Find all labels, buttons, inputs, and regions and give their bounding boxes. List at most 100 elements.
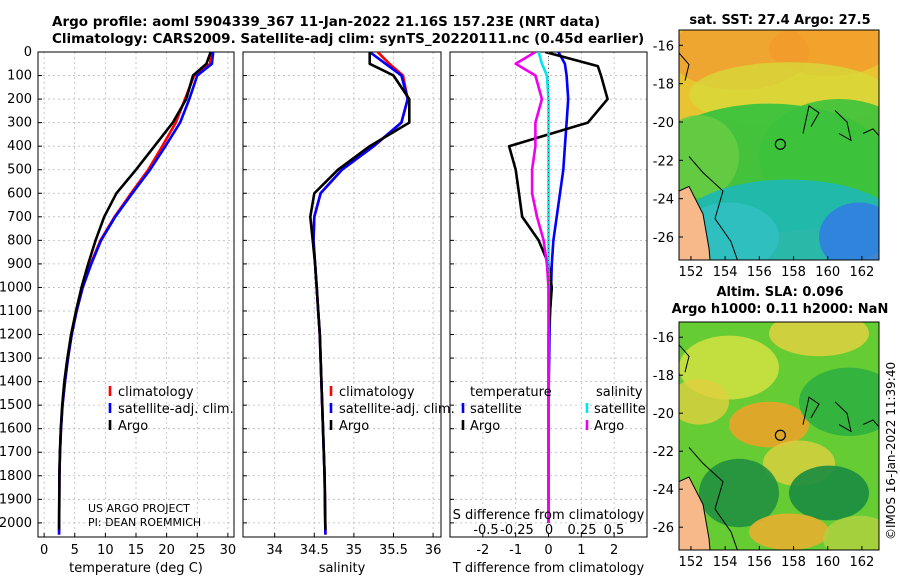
x-tick-label: 34: [266, 543, 283, 558]
series-line-argo: [308, 52, 411, 530]
map-frame: [678, 321, 880, 551]
x-tick-label: -2: [476, 543, 489, 558]
y-tick-label: 1500: [0, 398, 32, 413]
legend-title-temperature: temperature: [470, 385, 552, 400]
map-x-tick-label: 158: [781, 265, 806, 280]
sst-map-panel: 152 154 156 158 160 162 -16 -18 -20 -22 -24 -26: [653, 29, 880, 280]
credit-pi: PI: DEAN ROEMMICH: [88, 516, 201, 529]
profile-location-marker: [774, 429, 786, 441]
legend-label: climatology: [118, 385, 194, 400]
map-field-patch: [823, 515, 879, 550]
top-tick-label: 0: [545, 523, 553, 538]
temperature-profile-panel: 0 5 10 15 20 25 30 temperature (deg C) 0 100 200 30…: [0, 45, 236, 576]
legend-label: satellite-adj. clim.: [339, 402, 455, 417]
x-tick-label: 0: [40, 543, 48, 558]
reef-contour: [688, 447, 738, 550]
y-tick-label: 2000: [0, 516, 32, 531]
axes-frame: [242, 51, 442, 538]
salinity-profile-panel: 34 34.5 35 35.5 36 salinity climatology satelli…: [242, 51, 455, 576]
legend-label: satellite: [594, 402, 646, 417]
map-field-patch: [749, 513, 829, 550]
reef-contour: [862, 128, 879, 137]
map-x-tick-label: 162: [849, 265, 874, 280]
credit-project: US ARGO PROJECT: [88, 502, 190, 515]
x-axis-label: T difference from climatology: [452, 561, 645, 576]
map-x-tick-label: 154: [713, 555, 738, 570]
map-x-tick-label: 160: [815, 555, 840, 570]
legend-label: satellite-adj. clim.: [118, 402, 234, 417]
map-y-tick-label: -26: [653, 521, 674, 536]
map-field: [679, 322, 879, 550]
x-tick-label: 35.5: [379, 543, 408, 558]
reef-contour: [688, 156, 738, 260]
top-axis-label: S difference from climatology: [453, 508, 645, 523]
map-field-patch: [799, 367, 879, 436]
x-tick-label: 15: [128, 543, 145, 558]
legend-label: Argo: [594, 419, 624, 434]
sla-map-title-line2: Argo h1000: 0.11 h2000: NaN: [672, 302, 889, 317]
y-tick-label: 600: [7, 186, 32, 201]
sla-map-panel: 152 154 156 158 160 162 -16 -18 -20 -22 -24 -26: [653, 321, 880, 570]
figure-title-line1: Argo profile: aoml 5904339_367 11-Jan-20…: [52, 14, 601, 30]
y-tick-label: 300: [7, 116, 32, 131]
axes-frame: [37, 51, 235, 538]
map-y-tick-label: -26: [653, 231, 674, 246]
y-tick-label: 1200: [0, 328, 32, 343]
y-tick-label: 1900: [0, 492, 32, 507]
map-y-tick-label: -22: [653, 154, 674, 169]
figure-title-line2: Climatology: CARS2009. Satellite-adj cli…: [52, 31, 645, 47]
x-tick-label: 25: [189, 543, 206, 558]
x-tick-label: 2: [610, 543, 618, 558]
reef-contour: [834, 401, 852, 433]
top-tick-label: -0.5: [473, 523, 498, 538]
map-y-tick-label: -16: [653, 331, 674, 346]
profile-location-marker: [774, 138, 786, 150]
y-tick-label: 1600: [0, 422, 32, 437]
top-tick-label: 0.5: [604, 523, 625, 538]
series-line-s-argo: [514, 52, 550, 523]
map-y-tick-label: -20: [653, 116, 674, 131]
x-tick-label: 35: [346, 543, 363, 558]
sla-map-title-line1: Altim. SLA: 0.096: [717, 285, 844, 300]
y-tick-label: 1400: [0, 375, 32, 390]
legend-label: climatology: [339, 385, 415, 400]
map-y-tick-label: -18: [653, 78, 674, 93]
map-x-tick-label: 158: [781, 555, 806, 570]
y-tick-label: 200: [7, 92, 32, 107]
y-tick-label: 1700: [0, 445, 32, 460]
x-tick-label: 30: [220, 543, 237, 558]
map-field-patch: [679, 379, 729, 425]
x-axis-label: salinity: [319, 561, 366, 576]
map-y-tick-label: -18: [653, 369, 674, 384]
map-x-tick-label: 152: [679, 555, 704, 570]
reef-contour: [679, 344, 690, 373]
map-x-tick-label: 160: [815, 265, 840, 280]
y-tick-label: 400: [7, 139, 32, 154]
x-tick-label: 34.5: [300, 543, 329, 558]
legend-label: Argo: [118, 419, 148, 434]
legend-label: Argo: [339, 419, 369, 434]
x-tick-label: 20: [158, 543, 175, 558]
map-x-tick-label: 162: [849, 555, 874, 570]
x-tick-label: 5: [71, 543, 79, 558]
map-field-patch: [769, 322, 869, 357]
top-tick-label: 0.25: [568, 523, 597, 538]
series-line-t-argo: [507, 52, 609, 523]
map-y-tick-label: -24: [653, 193, 674, 208]
difference-profile-panel: -2 -1 0 1 2 T difference from climatology temp…: [449, 51, 648, 576]
map-field-patch: [729, 401, 809, 448]
sst-map-title: sat. SST: 27.4 Argo: 27.5: [689, 13, 870, 28]
legend-title-salinity: salinity: [596, 385, 643, 400]
x-tick-label: 10: [97, 543, 114, 558]
map-x-tick-label: 156: [747, 555, 772, 570]
reef-contour: [802, 396, 820, 425]
land-mass: [679, 476, 711, 550]
y-tick-label: 900: [7, 257, 32, 272]
y-tick-label: 0: [24, 45, 32, 60]
map-field-patch: [679, 115, 739, 198]
map-y-tick-label: -22: [653, 445, 674, 460]
x-tick-label: -1: [509, 543, 522, 558]
x-tick-label: 36: [425, 543, 442, 558]
